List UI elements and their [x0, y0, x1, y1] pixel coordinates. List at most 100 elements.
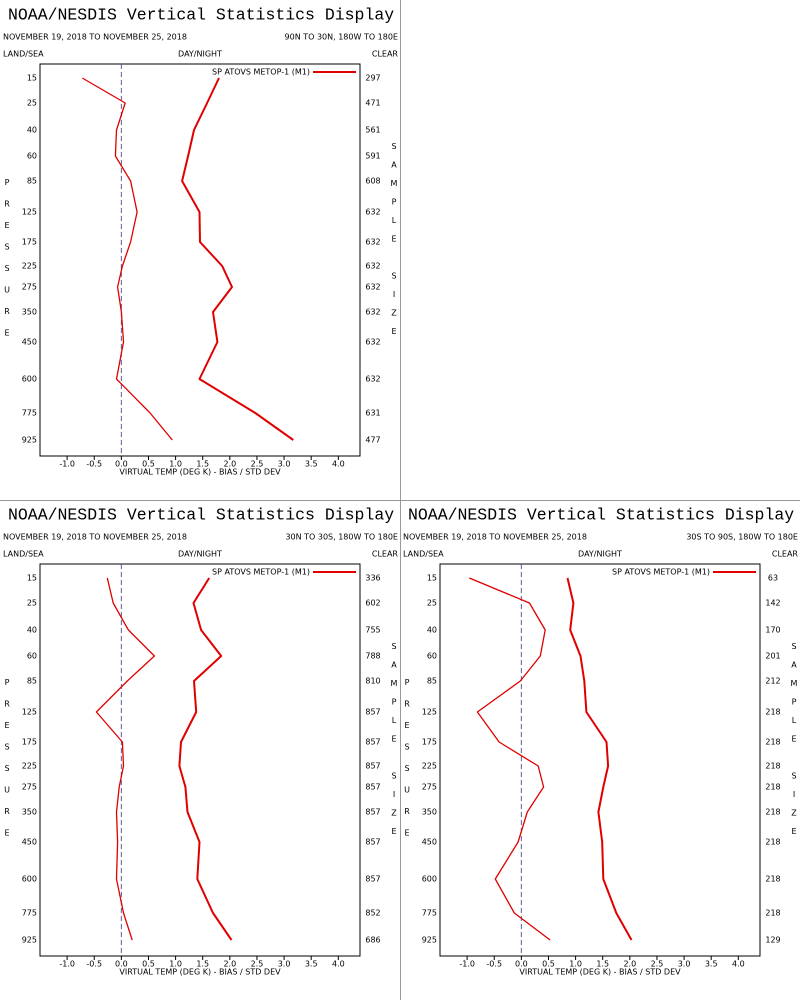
sample-size-label: 218 [765, 762, 780, 771]
pressure-label: 60 [427, 652, 437, 661]
pressure-label: 600 [22, 375, 37, 384]
legend-label: SP ATOVS METOP-1 (M1) [612, 568, 710, 577]
pressure-label: 350 [22, 808, 37, 817]
pressure-label: 350 [422, 808, 437, 817]
x-tick-label: 1.5 [196, 960, 209, 969]
pressure-label: 125 [422, 708, 437, 717]
sample-size-label: 212 [765, 677, 780, 686]
x-tick-label: 2.0 [223, 460, 236, 469]
pressure-label: 125 [22, 208, 37, 217]
pressure-label: 25 [27, 599, 37, 608]
y2-axis-label: SAMPLE SIZE [390, 642, 399, 846]
pressure-label: 450 [22, 838, 37, 847]
std-dev-line [178, 577, 233, 941]
chart-panel: NOAA/NESDIS Vertical Statistics Display N… [3, 5, 399, 476]
sample-size-label: 471 [365, 99, 380, 108]
day-night: DAY/NIGHT [578, 550, 622, 559]
sample-size-label: 632 [365, 283, 380, 292]
chart-panel: NOAA/NESDIS Vertical Statistics Display N… [3, 505, 399, 976]
x-axis-label: VIRTUAL TEMP (DEG K) - BIAS / STD DEV [519, 968, 681, 977]
pressure-label: 600 [22, 875, 37, 884]
region: 30S TO 90S, 180W TO 180E [686, 533, 798, 542]
sample-size-label: 218 [765, 783, 780, 792]
sample-size-label: 755 [365, 626, 380, 635]
x-axis-label: VIRTUAL TEMP (DEG K) - BIAS / STD DEV [119, 968, 281, 977]
chart-title: NOAA/NESDIS Vertical Statistics Display [8, 505, 394, 524]
x-axis-label: VIRTUAL TEMP (DEG K) - BIAS / STD DEV [119, 468, 281, 477]
chart-title: NOAA/NESDIS Vertical Statistics Display [408, 505, 794, 524]
pressure-label: 25 [27, 99, 37, 108]
pressure-label: 350 [22, 308, 37, 317]
sample-size-label: 602 [365, 599, 380, 608]
x-tick-label: 1.5 [596, 960, 609, 969]
region: 30N TO 30S, 180W TO 180E [285, 533, 398, 542]
pressure-label: 125 [22, 708, 37, 717]
pressure-label: 225 [422, 762, 437, 771]
chart-panel: NOAA/NESDIS Vertical Statistics Display N… [403, 505, 799, 976]
x-tick-label: 3.0 [678, 960, 691, 969]
x-tick-label: -1.0 [59, 460, 75, 469]
std-dev-line [181, 77, 294, 441]
sample-size-label: 631 [365, 409, 380, 418]
bias-line [469, 577, 551, 941]
pressure-label: 600 [422, 875, 437, 884]
x-tick-label: 4.0 [332, 460, 345, 469]
sample-size-label: 336 [365, 574, 380, 583]
sample-size-label: 852 [365, 909, 380, 918]
pressure-label: 275 [22, 283, 37, 292]
sample-size-label: 857 [365, 875, 380, 884]
bias-line [95, 577, 156, 941]
x-tick-label: 2.5 [251, 960, 264, 969]
pressure-label: 15 [27, 74, 37, 83]
pressure-label: 925 [22, 936, 37, 945]
pressure-label: 225 [22, 262, 37, 271]
pressure-label: 175 [422, 738, 437, 747]
sample-size-label: 632 [365, 262, 380, 271]
x-tick-label: 3.5 [305, 460, 318, 469]
date-range: NOVEMBER 19, 2018 TO NOVEMBER 25, 2018 [3, 533, 187, 542]
sample-size-label: 218 [765, 838, 780, 847]
x-tick-label: 3.5 [705, 960, 718, 969]
pressure-label: 775 [422, 909, 437, 918]
pressure-label: 85 [27, 177, 37, 186]
x-tick-label: 3.5 [305, 960, 318, 969]
x-tick-label: -1.0 [459, 960, 475, 969]
day-night: DAY/NIGHT [178, 50, 222, 59]
x-tick-label: 1.0 [169, 460, 182, 469]
land-sea: LAND/SEA [3, 50, 44, 59]
sample-size-label: 218 [765, 909, 780, 918]
pressure-label: 225 [22, 762, 37, 771]
pressure-label: 775 [22, 909, 37, 918]
pressure-label: 925 [422, 936, 437, 945]
sample-size-label: 201 [765, 652, 780, 661]
x-tick-label: 4.0 [732, 960, 745, 969]
sample-size-label: 218 [765, 808, 780, 817]
pressure-label: 450 [22, 338, 37, 347]
pressure-label: 775 [22, 409, 37, 418]
x-tick-label: 2.0 [623, 960, 636, 969]
x-tick-label: 0.0 [115, 960, 128, 969]
std-dev-line [566, 577, 633, 941]
sample-size-label: 686 [365, 936, 380, 945]
x-tick-label: -0.5 [86, 460, 102, 469]
sample-size-label: 857 [365, 738, 380, 747]
pressure-label: 925 [22, 436, 37, 445]
sample-size-label: 218 [765, 708, 780, 717]
clear: CLEAR [372, 550, 399, 559]
pressure-label: 15 [427, 574, 437, 583]
pressure-label: 175 [22, 738, 37, 747]
y2-axis-label: SAMPLE SIZE [390, 142, 399, 346]
pressure-label: 40 [27, 626, 37, 635]
y-axis-label: PRESSURE [3, 178, 12, 350]
sample-size-label: 170 [765, 626, 780, 635]
sample-size-label: 857 [365, 762, 380, 771]
sample-size-label: 788 [365, 652, 380, 661]
pressure-label: 450 [422, 838, 437, 847]
x-tick-label: 4.0 [332, 960, 345, 969]
sample-size-label: 857 [365, 783, 380, 792]
x-tick-label: 3.0 [278, 960, 291, 969]
sample-size-label: 857 [365, 838, 380, 847]
sample-size-label: 632 [365, 308, 380, 317]
sample-size-label: 632 [365, 338, 380, 347]
